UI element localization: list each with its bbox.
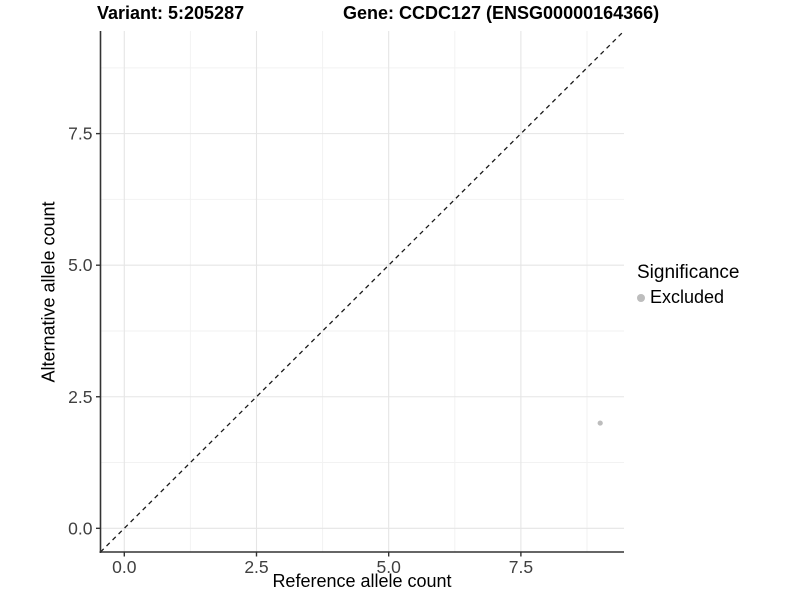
data-point bbox=[597, 420, 603, 426]
legend: Significance Excluded bbox=[637, 262, 739, 308]
identity-reference-line bbox=[100, 30, 625, 553]
data-points bbox=[597, 420, 603, 426]
x-tick-label: 5.0 bbox=[377, 557, 402, 577]
legend-item: Excluded bbox=[637, 287, 739, 308]
plot-title-gene: Gene: CCDC127 (ENSG00000164366) bbox=[343, 3, 660, 23]
plot-title-variant: Variant: 5:205287 bbox=[97, 3, 245, 23]
legend-items: Excluded bbox=[637, 287, 739, 308]
legend-item-label: Excluded bbox=[650, 287, 725, 307]
axis-tick-labels: 0.0 2.5 5.0 7.5 0.0 2.5 5.0 7.5 bbox=[68, 124, 533, 577]
y-tick-label: 0.0 bbox=[68, 518, 93, 538]
axis-lines bbox=[99, 31, 624, 553]
gridlines-minor bbox=[100, 31, 624, 552]
gridlines-major bbox=[100, 31, 624, 552]
y-axis-label: Alternative allele count bbox=[38, 201, 59, 383]
y-tick-label: 7.5 bbox=[68, 124, 92, 144]
x-tick-label: 2.5 bbox=[244, 557, 268, 577]
legend-key-dot-icon bbox=[637, 293, 645, 302]
x-tick-label: 0.0 bbox=[112, 557, 137, 577]
x-tick-label: 7.5 bbox=[509, 557, 533, 577]
legend-title: Significance bbox=[637, 262, 740, 283]
identity-dashed-line bbox=[100, 30, 625, 553]
x-axis-label: Reference allele count bbox=[272, 571, 452, 591]
y-tick-label: 5.0 bbox=[68, 255, 93, 275]
axis-tick-marks bbox=[96, 132, 522, 557]
y-tick-label: 2.5 bbox=[68, 387, 92, 407]
